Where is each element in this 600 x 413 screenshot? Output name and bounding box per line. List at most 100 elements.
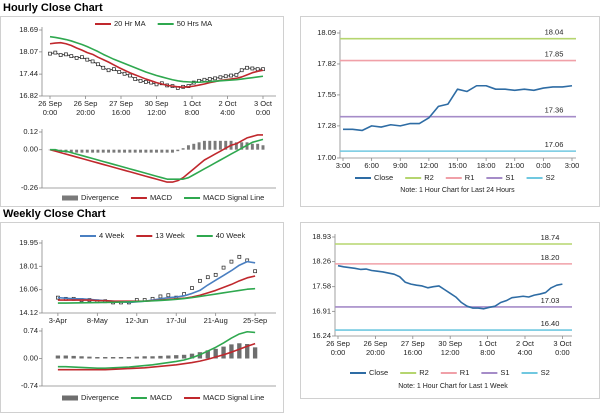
legend-label: R2 (424, 173, 434, 182)
divergence-bar (166, 355, 171, 359)
series-line (49, 41, 264, 88)
divergence-bar (165, 149, 169, 153)
x-tick-label: 26 Sep 20:00 (74, 99, 98, 117)
divergence-bar (240, 142, 244, 150)
series-line (343, 84, 573, 132)
price-marker (74, 56, 79, 60)
level-label: 18.20 (541, 253, 560, 262)
label-line: 27 Sep (109, 99, 133, 108)
divergence-bar (261, 145, 265, 150)
y-tick-label: 18.26 (312, 257, 331, 266)
y-tick-label: -0.74 (21, 381, 38, 390)
price-marker (128, 73, 132, 78)
y-tick-label: 19.95 (19, 238, 38, 247)
price-marker (245, 65, 249, 70)
price-marker (250, 66, 255, 71)
label-line: 27 Sep (401, 339, 425, 348)
x-tick-label: 6:00 (364, 161, 379, 170)
divergence-bar (139, 149, 142, 153)
legend-label: MACD (150, 193, 173, 202)
label-line: 26 Sep (326, 339, 350, 348)
divergence-bar (79, 356, 84, 359)
price-marker (218, 75, 223, 80)
legend-swatch (62, 195, 78, 201)
divergence-bar (118, 357, 124, 359)
divergence-bar (250, 143, 254, 150)
divergence-bar (202, 140, 206, 150)
legend-label: Divergence (81, 193, 119, 202)
legend-label: S1 (505, 173, 514, 182)
level-label: 18.74 (541, 233, 560, 242)
label-line: 26 Sep (38, 99, 62, 108)
price-marker (221, 265, 226, 270)
y-tick-label: 17.82 (317, 59, 336, 68)
label-line: 8:00 (185, 108, 200, 117)
x-tick-label: 1 Oct 8:00 (183, 99, 202, 117)
x-tick-label: 3:00 (565, 161, 580, 170)
y-tick-label: 0.00 (23, 145, 38, 154)
divergence-bar (126, 357, 132, 359)
x-tick-label: 18:00 (477, 161, 496, 170)
y-tick-label: 16.24 (312, 331, 331, 340)
price-marker (166, 293, 171, 298)
divergence-bar (155, 149, 158, 153)
y-tick-label: 14.12 (19, 308, 38, 317)
y-tick-label: 17.44 (19, 69, 38, 78)
series-line (57, 275, 256, 303)
divergence-bar (91, 149, 95, 153)
divergence-bar (252, 347, 258, 359)
legend-label: MACD Signal Line (203, 193, 264, 202)
legend-label: R1 (465, 173, 475, 182)
divergence-bar (95, 357, 100, 359)
price-marker (223, 74, 228, 79)
legend-label: R2 (419, 368, 429, 377)
divergence-bar (205, 350, 210, 359)
divergence-bar (237, 343, 242, 359)
divergence-bar (85, 149, 89, 153)
divergence-bar (176, 149, 180, 152)
legend-label: Close (369, 368, 388, 377)
divergence-bar (171, 149, 174, 153)
divergence-bar (192, 143, 196, 150)
divergence-bar (174, 355, 179, 359)
legend-label: Close (374, 173, 393, 182)
label-line: 12:00 (441, 348, 460, 357)
label-line: 1 Oct (479, 339, 498, 348)
divergence-bar (69, 149, 73, 153)
x-tick-label: 17-Jul (166, 316, 187, 325)
x-tick-label: 21-Aug (204, 316, 228, 325)
legend-label: S2 (546, 173, 555, 182)
price-marker (198, 278, 202, 283)
y-tick-label: 0.12 (23, 127, 38, 136)
series-line (57, 342, 256, 371)
price-marker (117, 70, 122, 74)
x-tick-label: 0:00 (536, 161, 551, 170)
label-line: 2 Oct (219, 99, 238, 108)
y-tick-label: 17.28 (317, 121, 336, 130)
x-tick-label: 26 Sep 0:00 (38, 99, 62, 117)
section-gap (0, 210, 600, 222)
legend-label: Divergence (81, 393, 119, 402)
label-line: 16:00 (112, 108, 131, 117)
y-tick-label: 17.58 (312, 282, 331, 291)
label-line: 4:00 (518, 348, 533, 357)
divergence-bar (133, 149, 137, 153)
price-marker (207, 77, 212, 81)
price-marker (229, 73, 233, 78)
price-marker (253, 269, 257, 274)
label-line: 30 Sep (438, 339, 462, 348)
divergence-bar (186, 145, 190, 150)
divergence-bar (142, 356, 147, 359)
level-label: 16.40 (541, 319, 560, 328)
level-label: 17.85 (545, 50, 564, 59)
x-tick-label: 12:00 (419, 161, 438, 170)
series-line (49, 134, 263, 183)
price-marker (144, 80, 148, 84)
label-line: 8:00 (480, 348, 495, 357)
divergence-bar (96, 149, 100, 153)
series-line (57, 330, 256, 369)
legend-label: 40 Week (216, 231, 246, 240)
divergence-bar (128, 149, 132, 153)
label-line: 16:00 (403, 348, 422, 357)
